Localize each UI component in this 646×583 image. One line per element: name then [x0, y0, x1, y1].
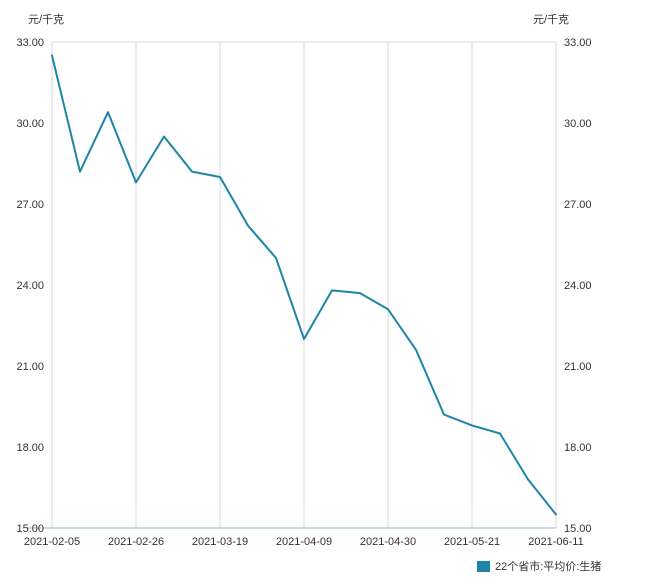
y-axis-tick-label-left: 27.00 — [16, 199, 44, 211]
y-axis-tick-label-right: 15.00 — [564, 523, 592, 535]
y-axis-tick-label-left: 18.00 — [16, 442, 44, 454]
legend: 22个省市:平均价:生猪 — [477, 558, 601, 574]
x-axis-tick-label: 2021-04-30 — [360, 536, 416, 548]
y-axis-tick-label-right: 18.00 — [564, 442, 592, 454]
y-axis-tick-label-left: 15.00 — [16, 523, 44, 535]
x-axis-tick-label: 2021-05-21 — [444, 536, 500, 548]
y-axis-tick-label-left: 33.00 — [16, 37, 44, 49]
x-axis-tick-label: 2021-02-26 — [108, 536, 164, 548]
y-axis-tick-label-right: 21.00 — [564, 361, 592, 373]
y-axis-tick-label-right: 27.00 — [564, 199, 592, 211]
x-axis-tick-label: 2021-03-19 — [192, 536, 248, 548]
x-axis-tick-label: 2021-02-05 — [24, 536, 80, 548]
y-axis-tick-label-right: 33.00 — [564, 37, 592, 49]
y-axis-tick-label-left: 30.00 — [16, 118, 44, 130]
x-axis-tick-label: 2021-04-09 — [276, 536, 332, 548]
y-axis-tick-label-left: 24.00 — [16, 280, 44, 292]
y-axis-tick-label-right: 24.00 — [564, 280, 592, 292]
legend-label: 22个省市:平均价:生猪 — [495, 561, 602, 573]
y-axis-tick-label-right: 30.00 — [564, 118, 592, 130]
legend-swatch — [477, 560, 490, 572]
y-axis-tick-label-left: 21.00 — [16, 361, 44, 373]
y-axis-unit-left: 元/千克 — [28, 14, 65, 26]
y-axis-unit-right: 元/千克 — [533, 14, 570, 26]
price-line-series — [51, 54, 557, 516]
x-axis-tick-label: 2021-06-11 — [528, 536, 583, 548]
